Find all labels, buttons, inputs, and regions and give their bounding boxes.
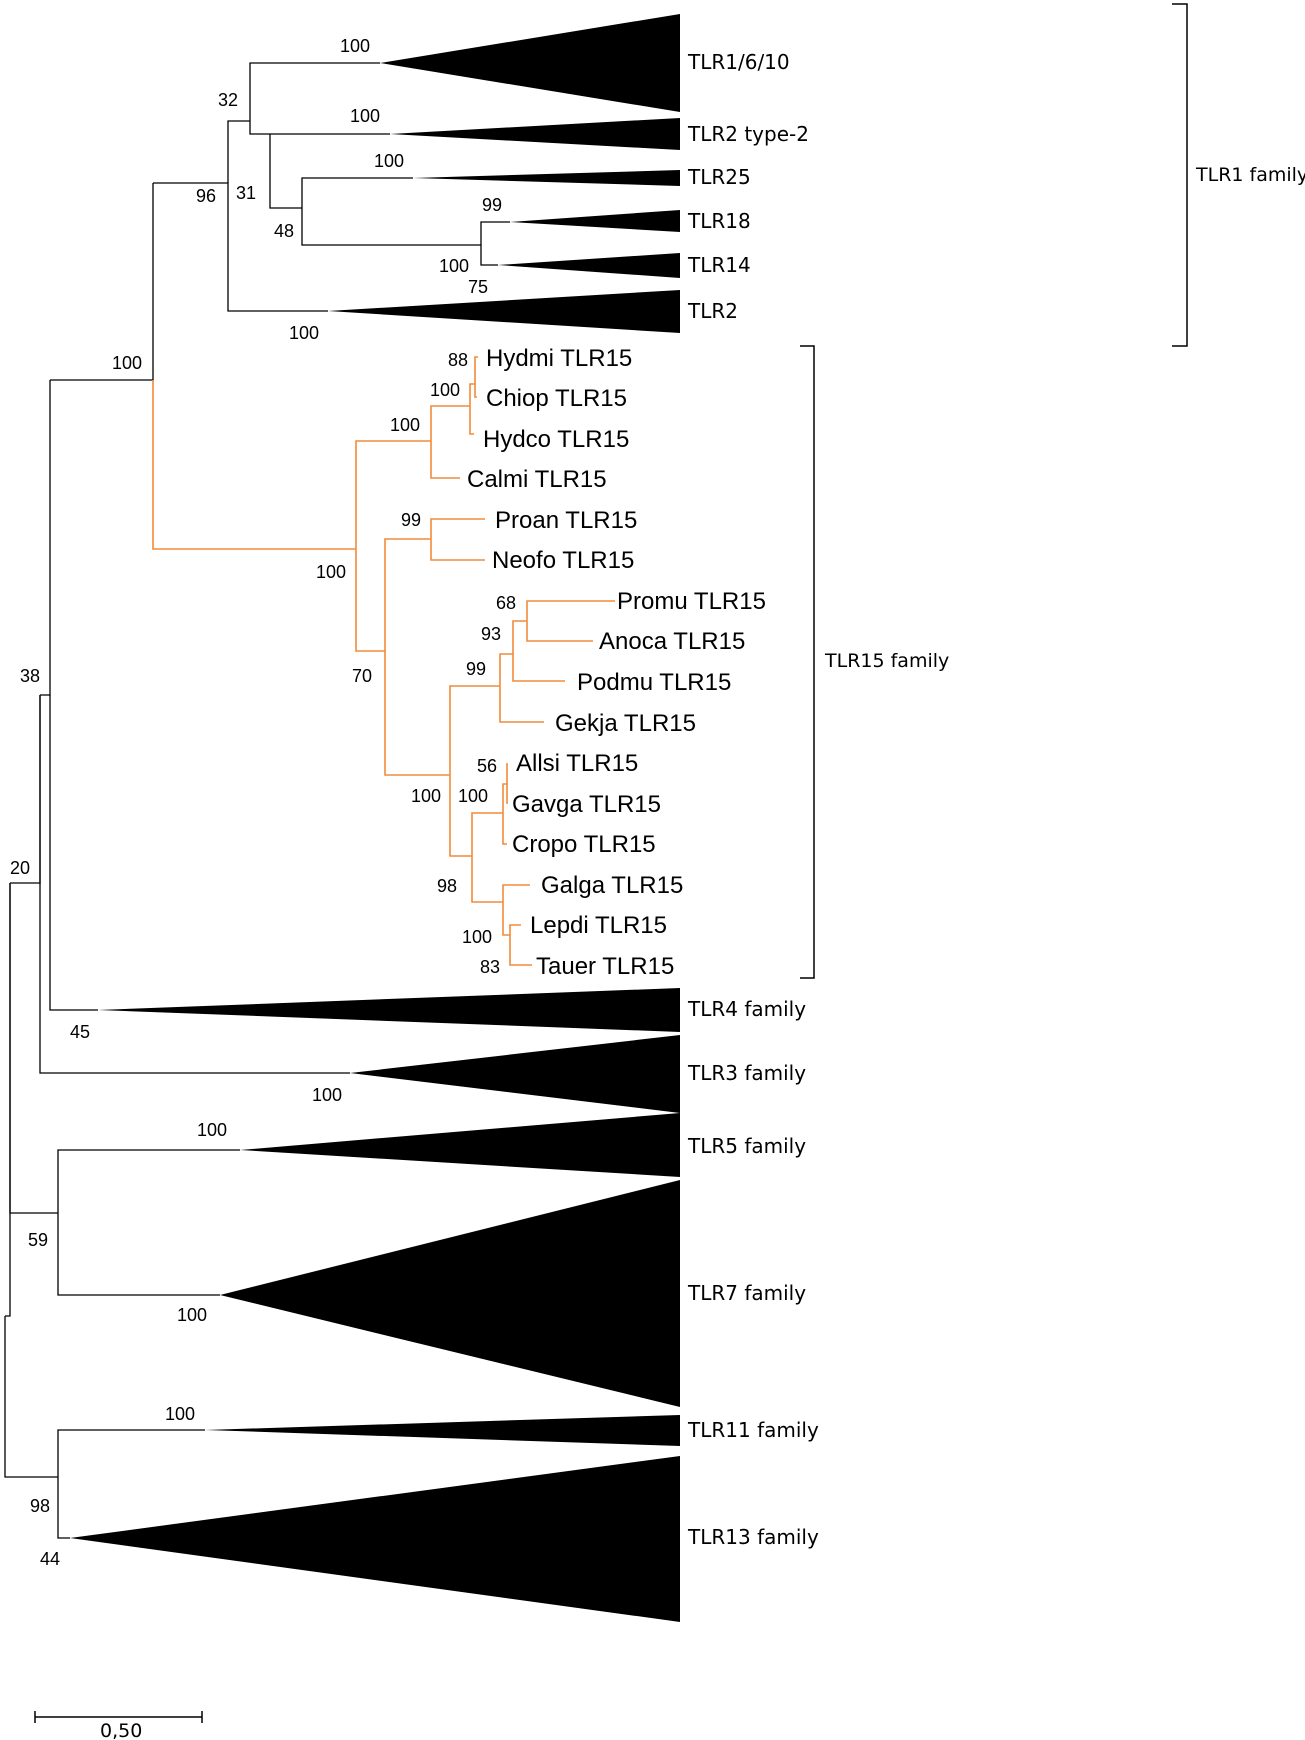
label-tlr3-family: TLR3 family bbox=[687, 1061, 806, 1085]
label-tlr13-family: TLR13 family bbox=[687, 1525, 819, 1549]
bootstrap-value: 100 bbox=[289, 323, 319, 343]
leaf-proan: Proan TLR15 bbox=[495, 507, 637, 534]
label-tlr4-family: TLR4 family bbox=[687, 997, 806, 1021]
bootstrap-value: 99 bbox=[466, 659, 486, 679]
clade-tlr5-triangle bbox=[240, 1113, 680, 1177]
label-tlr5-family: TLR5 family bbox=[687, 1134, 806, 1158]
label-tlr7-family: TLR7 family bbox=[687, 1281, 806, 1305]
bootstrap-value: 93 bbox=[481, 624, 501, 644]
leaf-hydmi: Hydmi TLR15 bbox=[486, 345, 632, 372]
leaf-gavga: Gavga TLR15 bbox=[512, 791, 661, 818]
bootstrap-value: 59 bbox=[28, 1230, 48, 1250]
collapsed-triangles bbox=[70, 14, 680, 1622]
clade-tlr14-triangle bbox=[498, 253, 680, 278]
clade-tlr2-type2-triangle bbox=[390, 118, 680, 150]
clade-tlr11-triangle bbox=[205, 1415, 680, 1446]
bootstrap-value: 100 bbox=[390, 415, 420, 435]
label-tlr25: TLR25 bbox=[687, 165, 751, 189]
clade-tlr7-triangle bbox=[220, 1180, 680, 1407]
bootstrap-value: 99 bbox=[482, 195, 502, 215]
label-tlr14: TLR14 bbox=[687, 253, 751, 277]
tlr15-branches bbox=[152, 356, 615, 966]
bootstrap-value: 100 bbox=[411, 786, 441, 806]
scale-bar-line bbox=[34, 1711, 203, 1723]
leaf-gekja: Gekja TLR15 bbox=[555, 710, 696, 737]
leaf-allsi: Allsi TLR15 bbox=[516, 750, 638, 777]
scale-bar: 0,50 bbox=[34, 1711, 203, 1740]
bootstrap-value: 100 bbox=[177, 1305, 207, 1325]
collapsed-clade-labels: TLR1/6/10 TLR2 type-2 TLR25 TLR18 TLR14 … bbox=[687, 50, 819, 1549]
bootstrap-value: 20 bbox=[10, 858, 30, 878]
bootstrap-value: 98 bbox=[437, 876, 457, 896]
bootstrap-value: 99 bbox=[401, 510, 421, 530]
clade-tlr3-triangle bbox=[350, 1035, 680, 1113]
bootstrap-value: 88 bbox=[448, 350, 468, 370]
bootstrap-value: 68 bbox=[496, 593, 516, 613]
tlr15-leaf-labels: Hydmi TLR15 Chiop TLR15 Hydco TLR15 Calm… bbox=[467, 345, 766, 980]
clade-brackets: TLR1 family TLR15 family bbox=[800, 3, 1305, 979]
clade-tlr18-triangle bbox=[510, 210, 680, 232]
bootstrap-value: 100 bbox=[439, 256, 469, 276]
bootstrap-value: 100 bbox=[312, 1085, 342, 1105]
bootstrap-value: 100 bbox=[350, 106, 380, 126]
bootstrap-value: 100 bbox=[197, 1120, 227, 1140]
tlr15-family-bracket bbox=[800, 345, 815, 979]
tree-branches bbox=[4, 62, 510, 1539]
bootstrap-value: 44 bbox=[40, 1549, 60, 1569]
leaf-tauer: Tauer TLR15 bbox=[536, 953, 674, 980]
bootstrap-value: 48 bbox=[274, 221, 294, 241]
leaf-cropo: Cropo TLR15 bbox=[512, 831, 656, 858]
bootstrap-value: 100 bbox=[458, 786, 488, 806]
bootstrap-value: 96 bbox=[196, 186, 216, 206]
bootstrap-value: 100 bbox=[462, 927, 492, 947]
bootstrap-value: 56 bbox=[477, 756, 497, 776]
scale-bar-label: 0,50 bbox=[100, 1720, 142, 1740]
bootstrap-value: 100 bbox=[340, 36, 370, 56]
clade-tlr13-triangle bbox=[70, 1456, 680, 1622]
bootstrap-value: 100 bbox=[316, 562, 346, 582]
bootstrap-value: 32 bbox=[218, 90, 238, 110]
tlr1-family-bracket bbox=[1172, 3, 1188, 347]
leaf-hydco: Hydco TLR15 bbox=[483, 426, 629, 453]
bootstrap-value: 98 bbox=[30, 1496, 50, 1516]
bootstrap-value: 100 bbox=[374, 151, 404, 171]
bootstrap-values: 100 32 100 100 96 31 99 48 100 75 100 10… bbox=[10, 36, 516, 1569]
leaf-galga: Galga TLR15 bbox=[541, 872, 683, 899]
label-tlr11-family: TLR11 family bbox=[687, 1418, 819, 1442]
leaf-calmi: Calmi TLR15 bbox=[467, 466, 607, 493]
label-tlr2-type2: TLR2 type-2 bbox=[687, 122, 809, 146]
leaf-podmu: Podmu TLR15 bbox=[577, 669, 731, 696]
bootstrap-value: 83 bbox=[480, 957, 500, 977]
clade-tlr4-triangle bbox=[98, 988, 680, 1032]
leaf-promu: Promu TLR15 bbox=[617, 588, 766, 615]
bootstrap-value: 100 bbox=[430, 380, 460, 400]
label-tlr1-6-10: TLR1/6/10 bbox=[687, 50, 790, 74]
leaf-anoca: Anoca TLR15 bbox=[599, 628, 745, 655]
clade-tlr1-6-10-triangle bbox=[380, 14, 680, 112]
bootstrap-value: 100 bbox=[112, 353, 142, 373]
label-tlr18: TLR18 bbox=[687, 209, 751, 233]
bootstrap-value: 31 bbox=[236, 183, 256, 203]
tlr15-family-label: TLR15 family bbox=[824, 650, 949, 672]
bootstrap-value: 45 bbox=[70, 1022, 90, 1042]
bootstrap-value: 38 bbox=[20, 666, 40, 686]
leaf-neofo: Neofo TLR15 bbox=[492, 547, 634, 574]
leaf-chiop: Chiop TLR15 bbox=[486, 385, 627, 412]
bootstrap-value: 75 bbox=[468, 277, 488, 297]
tlr1-family-label: TLR1 family bbox=[1195, 164, 1305, 186]
bootstrap-value: 70 bbox=[352, 666, 372, 686]
clade-tlr25-triangle bbox=[413, 170, 680, 186]
leaf-lepdi: Lepdi TLR15 bbox=[530, 912, 667, 939]
clade-tlr2-triangle bbox=[328, 290, 680, 333]
bootstrap-value: 100 bbox=[165, 1404, 195, 1424]
label-tlr2: TLR2 bbox=[687, 299, 738, 323]
